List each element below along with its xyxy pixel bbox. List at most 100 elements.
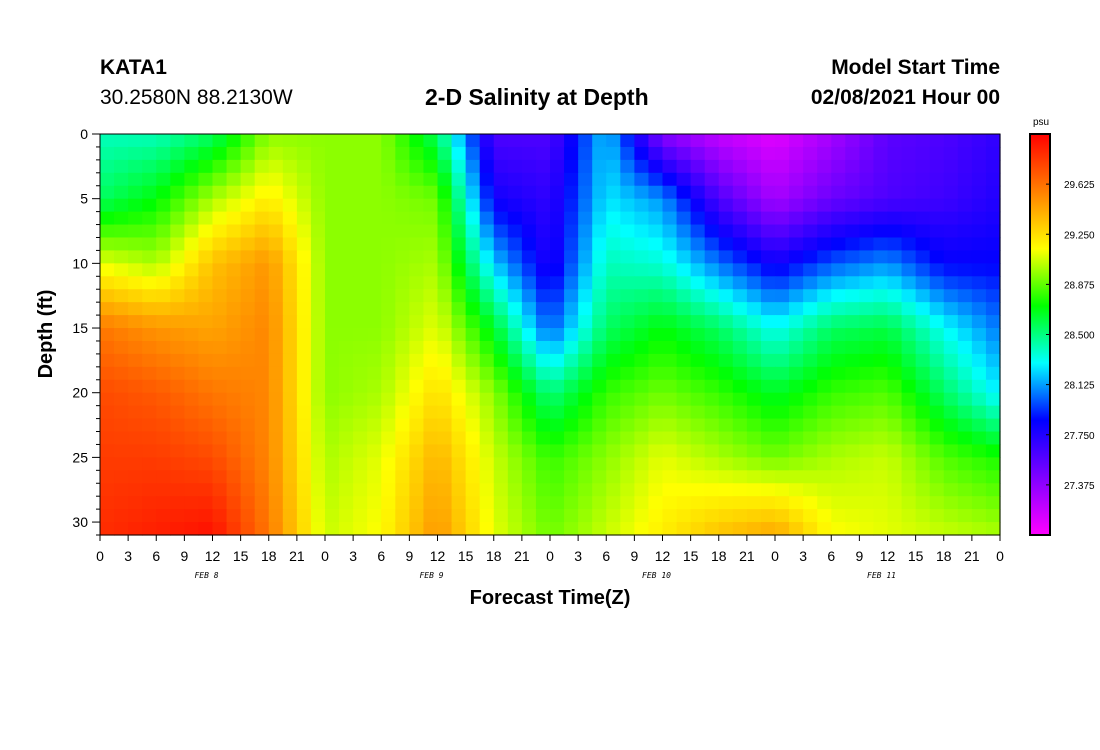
heatmap-cell [226,302,242,316]
x-tick-label: 0 [96,548,104,564]
heatmap-cell [325,211,340,226]
heatmap-cell [128,237,143,252]
heatmap-cell [282,470,298,484]
heatmap-cell [873,185,889,200]
heatmap-cell [170,159,185,174]
heatmap-cell [142,353,157,368]
heatmap-cell [535,353,551,368]
heatmap-cell [226,457,242,471]
heatmap-cell [845,302,860,316]
heatmap-cell [353,198,368,213]
heatmap-cell [353,134,368,148]
heatmap-cell [381,496,396,510]
heatmap-cell [268,198,284,213]
heatmap-cell [353,379,368,394]
heatmap-cell [915,159,931,174]
heatmap-cell [282,276,298,290]
heatmap-cell [985,315,1001,329]
heatmap-cell [535,276,551,290]
heatmap-cell [564,263,579,277]
heatmap-cell [564,457,579,471]
heatmap-cell [184,522,200,536]
heatmap-cell [367,444,382,458]
heatmap-cell [803,315,818,329]
heatmap-cell [212,444,228,458]
heatmap-cell [423,134,439,148]
heatmap-cell [493,405,509,420]
heatmap-cell [817,509,832,523]
heatmap-cell [592,392,607,407]
heatmap-cell [310,224,326,239]
heatmap-cell [339,134,354,148]
heatmap-cell [254,185,270,200]
heatmap-cell [985,289,1001,303]
heatmap-cell [550,185,565,200]
heatmap-cell [606,405,621,420]
heatmap-cell [845,224,860,239]
heatmap-cell [564,198,579,213]
heatmap-cell [100,366,115,381]
heatmap-cell [521,418,537,433]
heatmap-cell [634,509,650,523]
heatmap-cell [226,237,242,252]
heatmap-cell [254,444,270,458]
heatmap-cell [634,250,650,264]
heatmap-cell [128,211,143,226]
heatmap-cell [254,276,270,290]
heatmap-cell [409,224,425,239]
heatmap-cell [550,418,565,433]
heatmap-cell [760,250,776,264]
heatmap-cell [831,250,846,264]
heatmap-cell [240,457,256,471]
heatmap-cell [479,198,495,213]
heatmap-cell [395,470,410,484]
heatmap-cell [521,496,537,510]
heatmap-cell [634,289,650,303]
heatmap-cell [943,315,959,329]
heatmap-cell [240,172,256,187]
heatmap-cell [423,198,439,213]
heatmap-cell [943,146,959,161]
heatmap-cell [648,431,664,446]
heatmap-cell [971,328,987,342]
heatmap-cell [268,315,284,329]
heatmap-cell [550,198,565,213]
y-axis-title: Depth (ft) [35,290,57,379]
heatmap-cell [479,379,495,394]
heatmap-cell [690,496,706,510]
heatmap-cell [676,134,692,148]
heatmap-cell [901,379,917,394]
heatmap-cell [381,250,396,264]
heatmap-cell [775,418,790,433]
heatmap-cell [296,483,312,497]
heatmap-cell [662,289,678,303]
x-tick-label: 3 [124,548,132,564]
heatmap-cell [845,146,860,161]
heatmap-cell [732,444,748,458]
heatmap-cell [296,328,312,342]
heatmap-cell [114,276,129,290]
heatmap-cell [606,198,621,213]
heatmap-cell [479,263,495,277]
heatmap-cell [465,328,481,342]
heatmap-cell [985,224,1001,239]
heatmap-cell [817,353,832,368]
heatmap-cell [887,496,903,510]
heatmap-cell [184,340,200,355]
heatmap-cell [676,172,692,187]
heatmap-cell [760,405,776,420]
heatmap-cell [775,431,790,446]
x-tick-label: 3 [349,548,357,564]
heatmap-cell [564,483,579,497]
heatmap-cell [367,250,382,264]
heatmap-cell [325,263,340,277]
heatmap-cell [732,302,748,316]
heatmap-cell [353,146,368,161]
heatmap-cell [648,146,664,161]
heatmap-cell [634,470,650,484]
heatmap-cell [732,522,748,536]
heatmap-cell [479,366,495,381]
heatmap-cell [409,315,425,329]
heatmap-cell [254,146,270,161]
heatmap-cell [985,302,1001,316]
